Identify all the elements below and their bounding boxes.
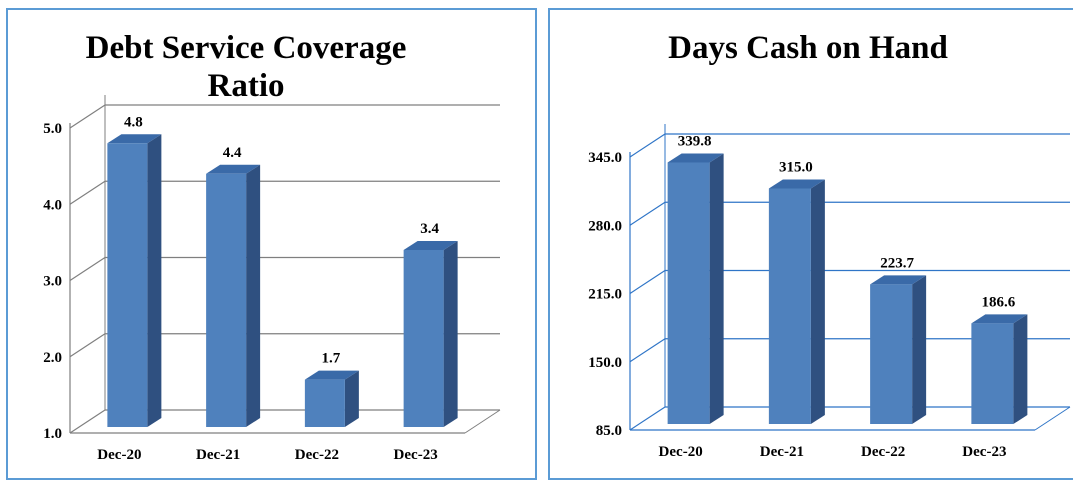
x-tick-label: Dec-22 <box>295 447 339 463</box>
gridline-slant <box>69 333 106 358</box>
y-tick-label: 85.0 <box>596 423 622 439</box>
gridline-slant <box>629 201 666 226</box>
bar-top <box>403 241 458 250</box>
x-tick-label: Dec-20 <box>659 444 703 460</box>
gridline-slant <box>629 406 666 431</box>
y-tick-label: 215.0 <box>588 287 622 303</box>
data-label: 4.8 <box>124 114 143 130</box>
chart-right-title: Days Cash on Hand <box>668 30 948 66</box>
bar <box>403 250 444 427</box>
bar <box>107 143 148 427</box>
data-label: 4.4 <box>223 145 242 161</box>
bar-top <box>870 275 927 285</box>
bar <box>304 379 345 427</box>
chart-left-title-line-1: Debt Service Coverage <box>86 30 407 66</box>
y-tick-label: 2.0 <box>43 350 62 366</box>
x-tick-label: Dec-21 <box>760 444 804 460</box>
gridline-slant <box>69 104 106 129</box>
data-label: 3.4 <box>420 221 439 237</box>
gridline-slant <box>69 409 106 434</box>
y-tick-label: 4.0 <box>43 197 62 213</box>
data-label: 339.8 <box>678 133 712 149</box>
floor-right-edge <box>1034 406 1071 431</box>
bar-side <box>912 275 927 424</box>
bar-side <box>810 179 825 424</box>
y-tick-label: 150.0 <box>588 355 622 371</box>
data-label: 1.7 <box>322 351 341 367</box>
x-tick-label: Dec-23 <box>962 444 1006 460</box>
gridline-slant <box>69 256 106 282</box>
x-tick-label: Dec-23 <box>394 447 438 463</box>
y-tick-label: 5.0 <box>43 121 62 137</box>
bar-top <box>667 153 724 163</box>
floor-right-edge <box>464 409 501 434</box>
gridline-slant <box>629 338 666 363</box>
bar-top <box>971 314 1028 324</box>
bar-side <box>246 164 261 427</box>
bar <box>667 162 710 424</box>
x-tick-label: Dec-22 <box>861 444 905 460</box>
chart-right: 85.0 150.0 215.0 280.0 345.0 339.8 Dec-20 315.0… <box>588 124 1071 460</box>
gridline-slant <box>69 180 106 205</box>
x-tick-label: Dec-20 <box>97 447 141 463</box>
bar <box>768 188 811 424</box>
chart-marks: 1.0 2.0 3.0 4.0 5.0 4.8 Dec-20 4.4 Dec-21 1.7 Dec-… <box>43 95 1071 463</box>
y-tick-label: 3.0 <box>43 274 62 290</box>
bar <box>870 284 913 424</box>
bar <box>206 173 247 427</box>
bar-side <box>147 134 162 427</box>
data-label: 186.6 <box>982 294 1016 310</box>
bar-top <box>206 164 261 174</box>
gridline-slant <box>629 133 666 158</box>
gridline-slant <box>629 269 666 295</box>
bar-side <box>344 370 359 427</box>
chart-left-title-line-2: Ratio <box>208 68 285 104</box>
bar-side <box>709 153 724 424</box>
bar-side <box>443 241 458 427</box>
bar-side <box>1013 314 1028 424</box>
bar-top <box>107 134 162 144</box>
data-label: 223.7 <box>880 255 914 271</box>
chart-left: 1.0 2.0 3.0 4.0 5.0 4.8 Dec-20 4.4 Dec-21 1.7 Dec-… <box>43 95 501 463</box>
y-tick-label: 280.0 <box>588 218 622 234</box>
data-label: 315.0 <box>779 160 813 176</box>
bar <box>971 323 1014 424</box>
y-tick-label: 345.0 <box>588 150 622 166</box>
x-tick-label: Dec-21 <box>196 447 240 463</box>
bar-top <box>304 370 359 380</box>
bar-top <box>768 179 825 189</box>
y-tick-label: 1.0 <box>43 426 62 442</box>
